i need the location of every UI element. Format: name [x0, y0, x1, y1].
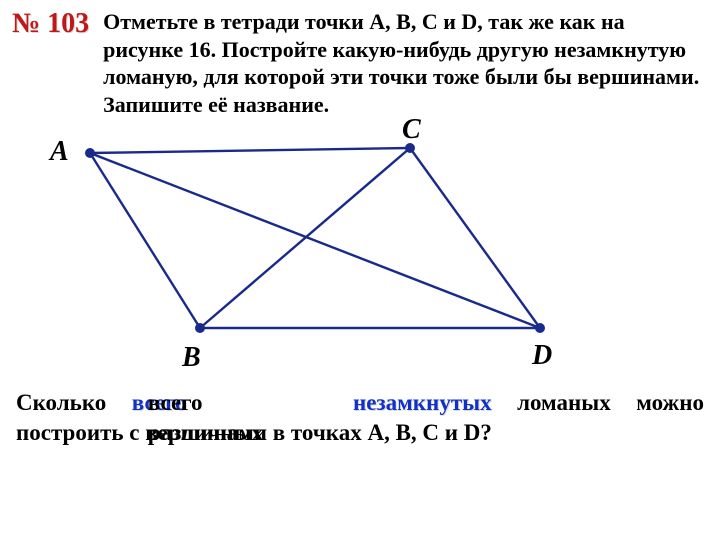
vertex-label-c: C: [402, 114, 421, 146]
overlap-black: всего различных: [148, 388, 263, 448]
vertex-label-b: B: [182, 342, 201, 374]
bottom-question: Сколько всеговсего различных различных н…: [0, 388, 720, 448]
diagram-svg: [0, 118, 720, 388]
overlap-word: всеговсего различных: [132, 388, 187, 418]
problem-text: Отметьте в тетради точки А, В, С и D, та…: [103, 8, 708, 118]
bottom-lead: Сколько: [16, 390, 132, 415]
vertex-label-d: D: [532, 340, 552, 372]
bottom-highlight: незамкнутых: [327, 390, 491, 415]
problem-number: № 103: [12, 8, 89, 40]
diagram: A B C D: [0, 118, 720, 388]
vertex-label-a: A: [50, 136, 69, 168]
